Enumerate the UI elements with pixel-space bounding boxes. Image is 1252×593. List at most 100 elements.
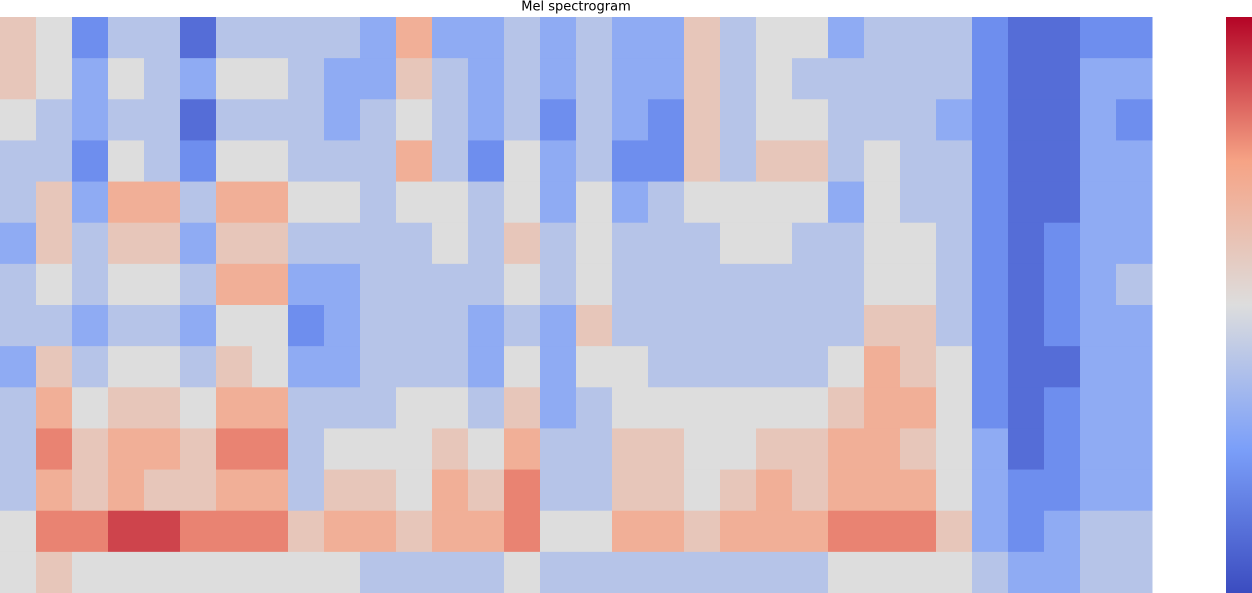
heatmap-cell <box>216 469 253 512</box>
heatmap-cell <box>504 346 541 388</box>
heatmap-cell <box>432 469 469 512</box>
heatmap-cell <box>1044 17 1081 59</box>
heatmap-cell <box>936 181 973 224</box>
heatmap-cell <box>720 140 757 183</box>
heatmap-cell <box>540 469 577 512</box>
heatmap-cell <box>504 510 541 553</box>
heatmap-cell <box>540 181 577 224</box>
heatmap-cell <box>324 305 361 347</box>
heatmap-cell <box>468 17 505 59</box>
heatmap-cell <box>612 181 649 224</box>
heatmap-cell <box>360 17 397 59</box>
heatmap-cell <box>612 469 649 512</box>
heatmap-cell <box>1044 428 1081 471</box>
heatmap-cell <box>756 99 793 141</box>
heatmap-cell <box>900 99 937 141</box>
heatmap-cell <box>756 181 793 224</box>
heatmap-cell <box>684 58 721 100</box>
heatmap-cell <box>324 428 361 471</box>
heatmap-cell <box>972 428 1009 471</box>
heatmap-cell <box>1080 58 1117 100</box>
heatmap-cell <box>108 222 145 265</box>
heatmap-cell <box>1116 510 1153 553</box>
heatmap-cell <box>72 387 109 429</box>
heatmap-cell <box>72 17 109 59</box>
heatmap-cell <box>828 263 865 306</box>
heatmap-cell <box>324 181 361 224</box>
heatmap-cell <box>540 263 577 306</box>
heatmap-cell <box>396 222 433 265</box>
heatmap-cell <box>468 305 505 347</box>
heatmap-cell <box>396 17 433 59</box>
heatmap-cell <box>684 510 721 553</box>
heatmap-cell <box>1044 181 1081 224</box>
heatmap-cell <box>432 305 469 347</box>
heatmap-cell <box>648 263 685 306</box>
heatmap-cell <box>1008 469 1045 512</box>
heatmap-cell <box>108 58 145 100</box>
heatmap-cell <box>108 469 145 512</box>
heatmap-cell <box>0 17 37 59</box>
heatmap-cell <box>396 140 433 183</box>
heatmap-cell <box>612 58 649 100</box>
heatmap-cell <box>576 510 613 553</box>
heatmap-cell <box>396 387 433 429</box>
heatmap-cell <box>108 346 145 388</box>
heatmap-cell <box>144 17 181 59</box>
heatmap-cell <box>36 305 73 347</box>
heatmap-cell <box>360 305 397 347</box>
heatmap-cell <box>1116 222 1153 265</box>
heatmap-cell <box>396 305 433 347</box>
heatmap-cell <box>504 99 541 141</box>
heatmap-cell <box>36 551 73 593</box>
heatmap-cell <box>180 551 217 593</box>
heatmap-cell <box>468 428 505 471</box>
heatmap-cell <box>756 222 793 265</box>
heatmap-cell <box>72 510 109 553</box>
heatmap-cell <box>72 263 109 306</box>
heatmap-cell <box>720 263 757 306</box>
heatmap-cell <box>576 181 613 224</box>
heatmap-cell <box>828 346 865 388</box>
heatmap-cell <box>936 387 973 429</box>
heatmap-cell <box>864 181 901 224</box>
heatmap-cell <box>936 17 973 59</box>
heatmap-cell <box>972 346 1009 388</box>
heatmap-cell <box>36 263 73 306</box>
heatmap-cell <box>468 263 505 306</box>
heatmap-cell <box>216 17 253 59</box>
heatmap-cell <box>108 263 145 306</box>
heatmap-cell <box>576 387 613 429</box>
heatmap-cell <box>432 17 469 59</box>
heatmap-cell <box>540 510 577 553</box>
heatmap-cell <box>468 510 505 553</box>
heatmap-cell <box>936 551 973 593</box>
heatmap-cell <box>324 222 361 265</box>
heatmap-cell <box>252 17 289 59</box>
heatmap-cell <box>612 387 649 429</box>
heatmap-cell <box>792 469 829 512</box>
heatmap-cell <box>540 428 577 471</box>
heatmap-cell <box>252 346 289 388</box>
heatmap-cell <box>1008 428 1045 471</box>
heatmap-cell <box>972 551 1009 593</box>
heatmap-cell <box>324 140 361 183</box>
heatmap-cell <box>1116 140 1153 183</box>
heatmap-cell <box>1080 99 1117 141</box>
heatmap-cell <box>1080 17 1117 59</box>
heatmap-cell <box>0 387 37 429</box>
heatmap-cell <box>684 387 721 429</box>
heatmap-cell <box>792 428 829 471</box>
heatmap-cell <box>252 551 289 593</box>
heatmap-cell <box>252 263 289 306</box>
heatmap-cell <box>972 17 1009 59</box>
heatmap-cell <box>900 305 937 347</box>
heatmap-cell <box>900 222 937 265</box>
heatmap-cell <box>540 551 577 593</box>
heatmap-cell <box>864 58 901 100</box>
heatmap-cell <box>576 222 613 265</box>
heatmap-cell <box>324 469 361 512</box>
heatmap-cell <box>864 551 901 593</box>
heatmap-cell <box>936 305 973 347</box>
heatmap-cell <box>432 428 469 471</box>
